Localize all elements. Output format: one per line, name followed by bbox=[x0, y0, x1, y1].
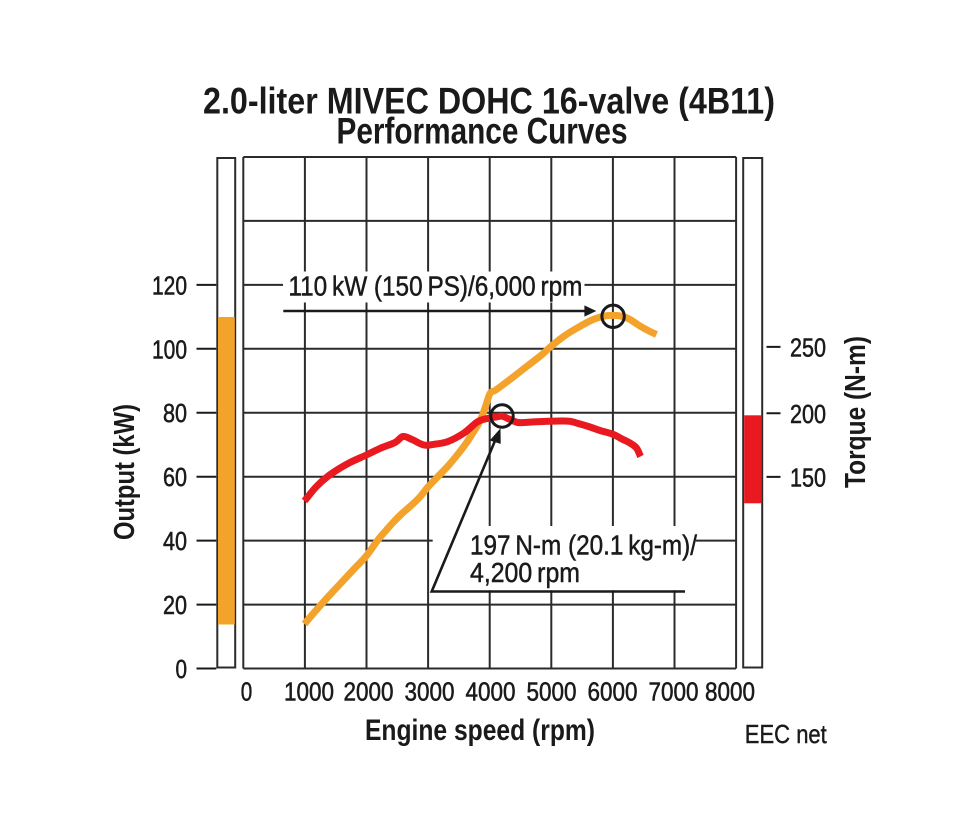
svg-text:2.0-liter MIVEC DOHC 16-valve: 2.0-liter MIVEC DOHC 16-valve (4B11) bbox=[203, 81, 775, 122]
svg-text:6000: 6000 bbox=[588, 677, 638, 707]
svg-text:Torque (N-m): Torque (N-m) bbox=[840, 336, 872, 488]
svg-text:120: 120 bbox=[152, 270, 187, 300]
svg-text:60: 60 bbox=[163, 462, 187, 492]
svg-text:0: 0 bbox=[241, 677, 253, 707]
svg-text:200: 200 bbox=[790, 399, 826, 429]
svg-text:80: 80 bbox=[163, 398, 187, 428]
svg-text:150: 150 bbox=[790, 462, 826, 492]
svg-text:2000: 2000 bbox=[344, 677, 394, 707]
svg-text:8000: 8000 bbox=[705, 677, 755, 707]
svg-text:4000: 4000 bbox=[466, 677, 516, 707]
svg-text:Engine speed (rpm): Engine speed (rpm) bbox=[365, 714, 595, 747]
svg-text:197 N-m (20.1 kg-m)/: 197 N-m (20.1 kg-m)/ bbox=[470, 529, 697, 560]
svg-text:7000: 7000 bbox=[649, 677, 699, 707]
svg-text:4,200 rpm: 4,200 rpm bbox=[470, 557, 580, 588]
svg-text:5000: 5000 bbox=[527, 677, 577, 707]
svg-text:0: 0 bbox=[176, 654, 188, 684]
svg-text:EEC net: EEC net bbox=[745, 719, 828, 749]
svg-text:250: 250 bbox=[790, 332, 826, 362]
svg-text:100: 100 bbox=[152, 334, 187, 364]
svg-text:Output (kW): Output (kW) bbox=[109, 404, 141, 540]
svg-text:3000: 3000 bbox=[405, 677, 455, 707]
svg-text:110 kW (150 PS)/6,000 rpm: 110 kW (150 PS)/6,000 rpm bbox=[288, 271, 582, 302]
svg-text:Performance Curves: Performance Curves bbox=[337, 111, 628, 152]
svg-text:40: 40 bbox=[163, 526, 187, 556]
svg-text:20: 20 bbox=[163, 590, 187, 620]
svg-text:1000: 1000 bbox=[284, 677, 334, 707]
